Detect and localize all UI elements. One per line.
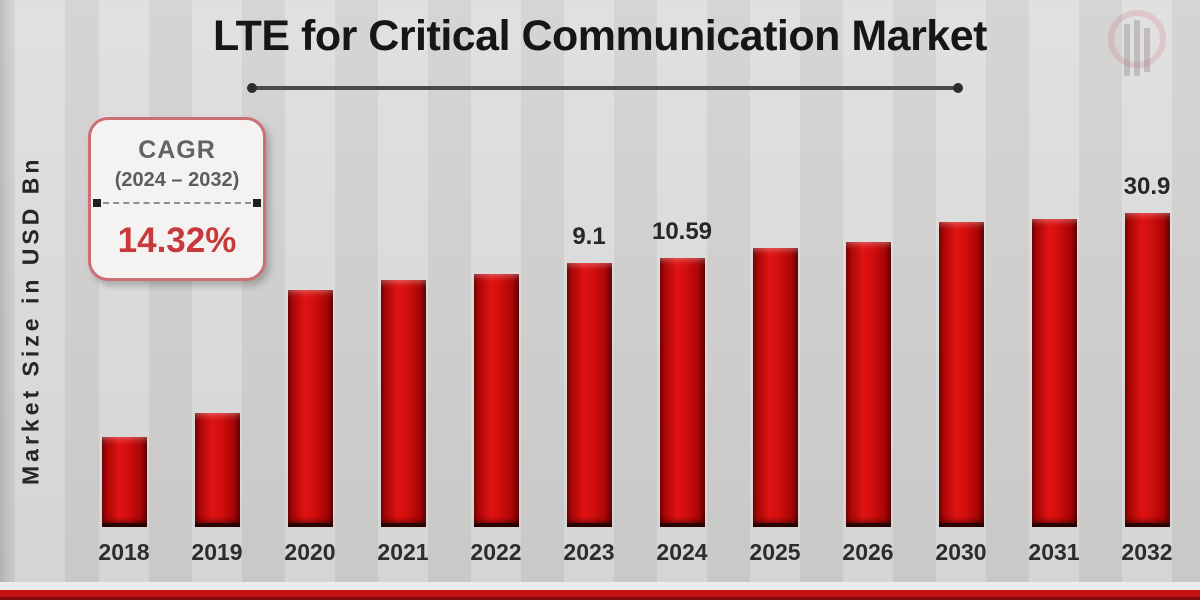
title-underline: [247, 83, 963, 93]
bar-2020: [287, 290, 333, 527]
cagr-period: (2024 – 2032): [114, 169, 240, 191]
bar-2021: [380, 280, 426, 527]
bar-2032: [1124, 213, 1170, 527]
x-axis-tick-2020: 2020: [284, 539, 336, 565]
bottom-light-strip: [0, 582, 1200, 590]
divider-dashes: [103, 202, 251, 204]
x-axis-tick-2031: 2031: [1028, 539, 1080, 565]
cagr-label: CAGR: [138, 136, 216, 164]
cagr-callout-box: CAGR (2024 – 2032) 14.32%: [88, 117, 266, 281]
cagr-divider: [91, 199, 263, 207]
divider-endpoint: [253, 199, 261, 207]
x-axis-tick-2019: 2019: [191, 539, 243, 565]
x-axis-tick-2030: 2030: [935, 539, 987, 565]
x-axis-tick-2025: 2025: [749, 539, 801, 565]
x-axis-tick-2032: 2032: [1121, 539, 1173, 565]
cagr-value: 14.32%: [117, 221, 237, 260]
x-axis-tick-2026: 2026: [842, 539, 894, 565]
underline-left-dot: [247, 83, 257, 93]
x-axis-tick-2022: 2022: [470, 539, 522, 565]
x-axis-tick-2024: 2024: [656, 539, 708, 565]
bar-value-label-2023: 9.1: [572, 223, 606, 250]
x-axis-tick-2021: 2021: [377, 539, 429, 565]
bar-value-label-2024: 10.59: [651, 218, 713, 245]
bar-2019: [194, 413, 240, 527]
bar-value-label-2032: 30.9: [1123, 173, 1171, 200]
page-title: LTE for Critical Communication Market: [213, 12, 987, 60]
bar-2025: [752, 248, 798, 527]
bottom-darkred-strip: [0, 597, 1200, 600]
bar-2024: [659, 258, 705, 527]
bar-2018: [101, 437, 147, 527]
bottom-red-strip: [0, 590, 1200, 597]
x-axis-tick-2018: 2018: [98, 539, 150, 565]
bar-2030: [938, 222, 984, 527]
x-axis-tick-2023: 2023: [563, 539, 615, 565]
bar-2026: [845, 242, 891, 527]
bar-2031: [1031, 219, 1077, 527]
bar-2022: [473, 274, 519, 527]
divider-endpoint: [93, 199, 101, 207]
underline-right-dot: [953, 83, 963, 93]
bar-2023: [566, 263, 612, 527]
